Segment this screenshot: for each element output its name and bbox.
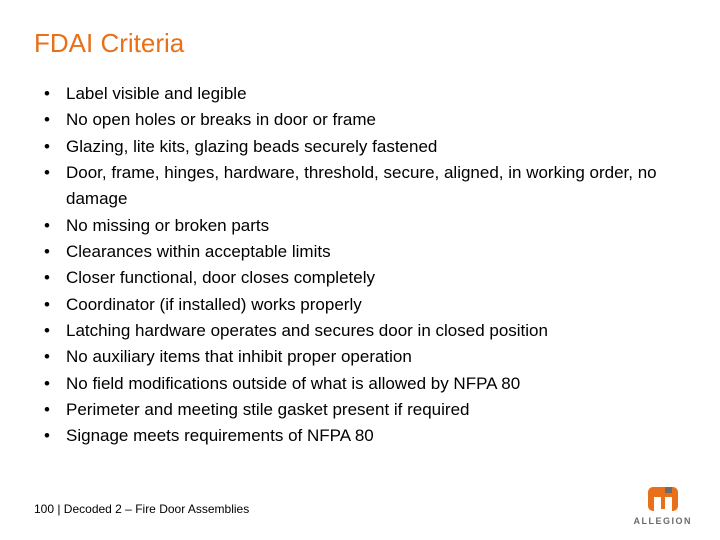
list-item: No open holes or breaks in door or frame — [42, 107, 686, 133]
criteria-list: Label visible and legible No open holes … — [42, 81, 686, 450]
logo-mark-icon — [645, 484, 681, 514]
list-item: No missing or broken parts — [42, 213, 686, 239]
list-item: Glazing, lite kits, glazing beads secure… — [42, 134, 686, 160]
list-item: No auxiliary items that inhibit proper o… — [42, 344, 686, 370]
list-item: Closer functional, door closes completel… — [42, 265, 686, 291]
list-item: Latching hardware operates and secures d… — [42, 318, 686, 344]
list-item: Coordinator (if installed) works properl… — [42, 292, 686, 318]
list-item: Label visible and legible — [42, 81, 686, 107]
brand-logo: ALLEGION — [634, 484, 693, 526]
logo-text: ALLEGION — [634, 516, 693, 526]
list-item: Perimeter and meeting stile gasket prese… — [42, 397, 686, 423]
list-item: Clearances within acceptable limits — [42, 239, 686, 265]
list-item: Signage meets requirements of NFPA 80 — [42, 423, 686, 449]
list-item: No field modifications outside of what i… — [42, 371, 686, 397]
list-item: Door, frame, hinges, hardware, threshold… — [42, 160, 686, 213]
page-title: FDAI Criteria — [34, 28, 686, 59]
content-area: Label visible and legible No open holes … — [34, 81, 686, 450]
slide-footer: 100 | Decoded 2 – Fire Door Assemblies — [34, 502, 249, 516]
